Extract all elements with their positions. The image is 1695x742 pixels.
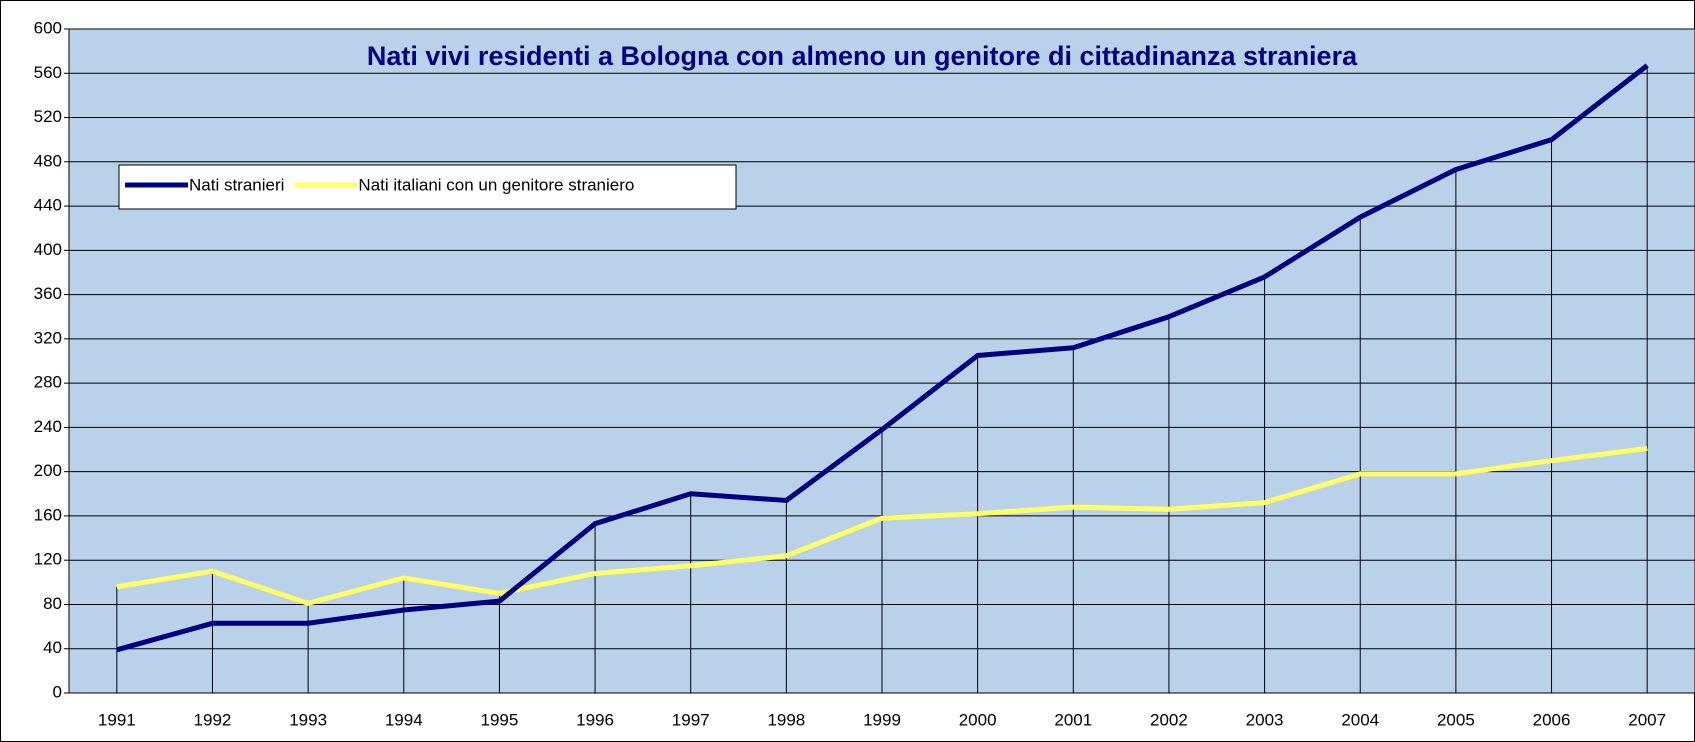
x-tick-label: 1997: [672, 710, 710, 729]
x-tick-label: 2002: [1150, 710, 1188, 729]
y-tick-label: 400: [34, 240, 62, 259]
y-tick-label: 240: [34, 417, 62, 436]
x-tick-label: 2001: [1054, 710, 1092, 729]
legend-box: [118, 164, 737, 210]
x-tick-label: 1995: [480, 710, 518, 729]
y-tick-label: 440: [34, 196, 62, 215]
x-tick-label: 2003: [1246, 710, 1284, 729]
x-tick-label: 1996: [576, 710, 614, 729]
y-tick-label: 480: [34, 151, 62, 170]
x-tick-label: 2000: [959, 710, 997, 729]
legend-label: Nati italiani con un genitore straniero: [358, 175, 634, 194]
y-tick-label: 80: [43, 594, 62, 613]
x-tick-label: 1999: [863, 710, 901, 729]
x-tick-label: 1993: [289, 710, 327, 729]
y-tick-label: 320: [34, 328, 62, 347]
y-tick-label: 0: [53, 682, 62, 701]
y-tick-label: 600: [34, 18, 62, 37]
x-tick-label: 1992: [194, 710, 232, 729]
y-tick-label: 280: [34, 373, 62, 392]
x-tick-label: 2006: [1533, 710, 1571, 729]
x-tick-label: 2005: [1437, 710, 1475, 729]
chart-title: Nati vivi residenti a Bologna con almeno…: [367, 41, 1358, 71]
y-tick-label: 160: [34, 505, 62, 524]
y-tick-label: 120: [34, 550, 62, 569]
y-tick-label: 40: [43, 638, 62, 657]
series-line: [116, 445, 1648, 606]
x-tick-label: 1991: [98, 710, 136, 729]
x-tick-label: 2007: [1628, 710, 1666, 729]
legend-label: Nati stranieri: [189, 175, 284, 194]
y-tick-label: 520: [34, 107, 62, 126]
x-tick-label: 2004: [1341, 710, 1379, 729]
y-tick-label: 360: [34, 284, 62, 303]
y-tick-label: 560: [34, 63, 62, 82]
y-tick-label: 200: [34, 461, 62, 480]
series-line: [116, 63, 1649, 653]
x-tick-label: 1998: [767, 710, 805, 729]
x-tick-label: 1994: [385, 710, 423, 729]
